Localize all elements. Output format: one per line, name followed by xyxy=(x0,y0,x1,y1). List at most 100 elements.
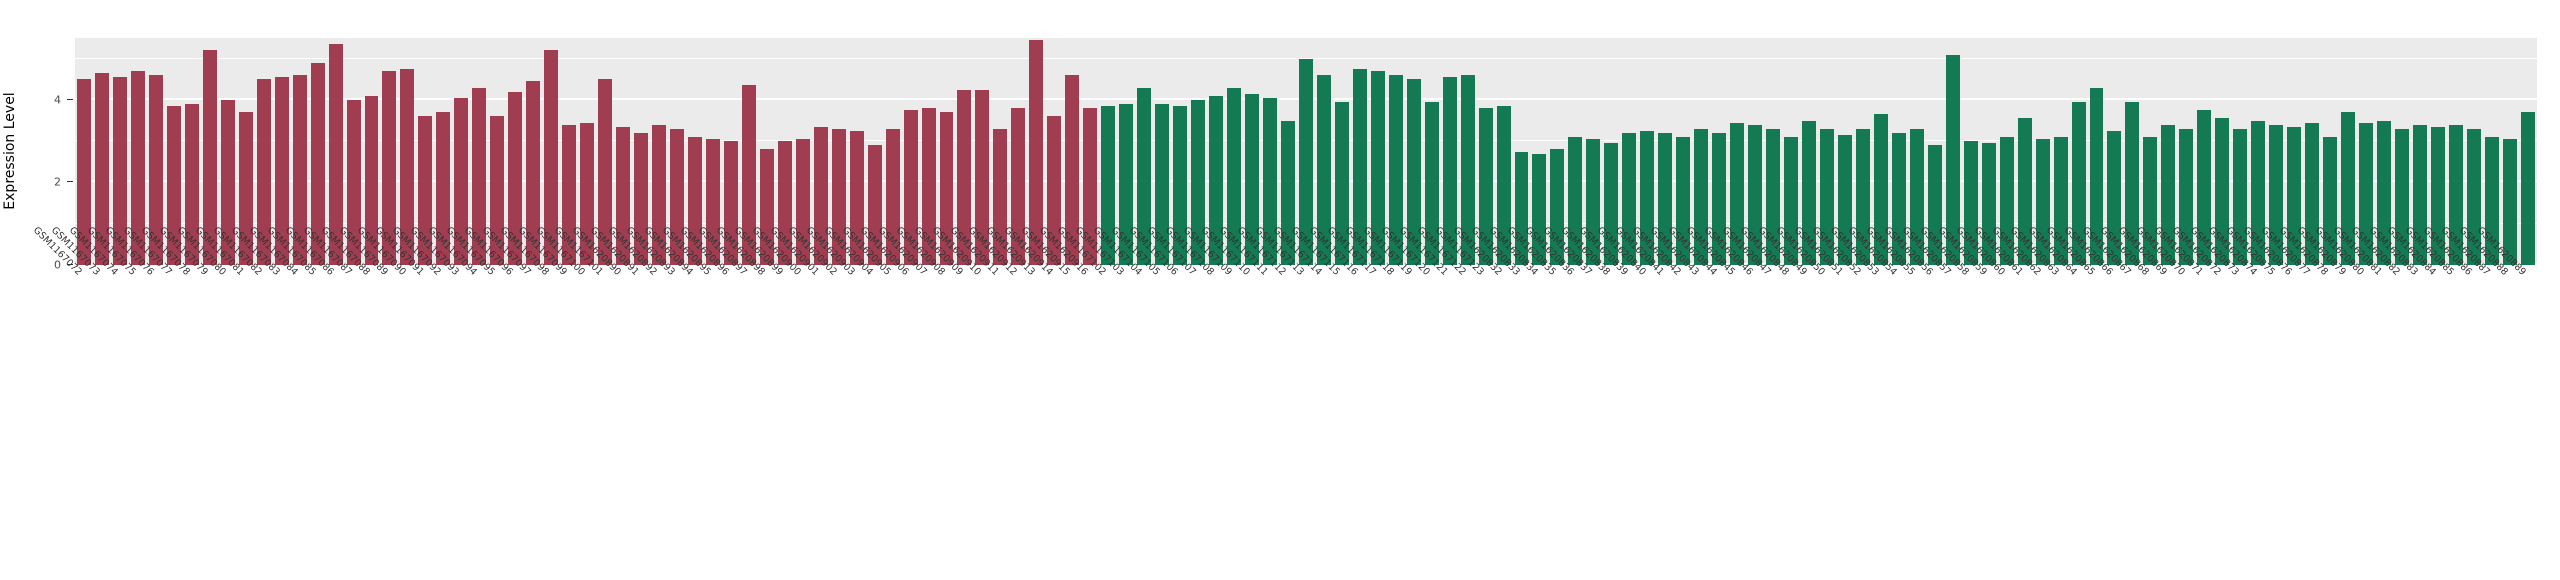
bar xyxy=(1137,87,1152,265)
bar-slot xyxy=(111,38,129,265)
bar-slot xyxy=(632,38,650,265)
bar xyxy=(1496,106,1511,265)
bar-slot xyxy=(1279,38,1297,265)
bar xyxy=(1262,97,1277,265)
bar xyxy=(1388,75,1403,265)
bar xyxy=(1514,151,1529,265)
bar-slot xyxy=(1872,38,1890,265)
bar xyxy=(939,112,954,265)
bar xyxy=(885,128,900,265)
bar xyxy=(759,149,774,265)
bar xyxy=(1406,79,1421,265)
bar xyxy=(418,116,433,265)
bar xyxy=(2251,120,2266,265)
bar xyxy=(328,44,343,265)
bar xyxy=(2035,139,2050,265)
bar-slot xyxy=(524,38,542,265)
bar-slot xyxy=(668,38,686,265)
bar xyxy=(1478,108,1493,265)
bar xyxy=(867,145,882,265)
bar xyxy=(2466,128,2481,265)
bar-slot xyxy=(1477,38,1495,265)
bar xyxy=(1622,132,1637,265)
bar xyxy=(957,89,972,265)
bar xyxy=(256,79,271,265)
bar xyxy=(436,112,451,265)
bar xyxy=(1334,101,1349,265)
y-tick-mark xyxy=(67,98,73,100)
bar-slot xyxy=(1836,38,1854,265)
bar-slot xyxy=(794,38,812,265)
bar xyxy=(364,95,379,265)
bar-slot xyxy=(1728,38,1746,265)
bar-slot xyxy=(2213,38,2231,265)
bar-slot xyxy=(488,38,506,265)
bar xyxy=(669,128,684,265)
bar-slot xyxy=(991,38,1009,265)
bar-slot xyxy=(920,38,938,265)
bar xyxy=(562,124,577,265)
bar xyxy=(1316,75,1331,265)
y-tick-label: 0 xyxy=(54,258,61,272)
bar xyxy=(2323,137,2338,265)
bar xyxy=(2448,124,2463,265)
bar xyxy=(2053,137,2068,265)
bar xyxy=(2107,130,2122,265)
bar-slot xyxy=(1638,38,1656,265)
y-axis: 0 2 4 xyxy=(0,38,75,272)
bar xyxy=(1011,108,1026,265)
bar-slot xyxy=(722,38,740,265)
bar xyxy=(454,97,469,265)
bar xyxy=(849,130,864,265)
bar-slot xyxy=(812,38,830,265)
bar xyxy=(975,89,990,265)
bar-slot xyxy=(848,38,866,265)
bar xyxy=(202,50,217,265)
bar xyxy=(634,132,648,265)
chart-panel xyxy=(75,38,2537,265)
bar-slot xyxy=(902,38,920,265)
bar xyxy=(1802,120,1816,265)
bar-slot xyxy=(1944,38,1962,265)
bar-slot xyxy=(273,38,291,265)
bar xyxy=(490,116,505,265)
bar-slot xyxy=(1027,38,1045,265)
bar xyxy=(1083,108,1098,265)
bar xyxy=(1227,87,1241,265)
bar-slot xyxy=(2465,38,2483,265)
bar-slot xyxy=(1315,38,1333,265)
bar-slot xyxy=(506,38,524,265)
bar-slot xyxy=(1548,38,1566,265)
bar xyxy=(616,126,631,265)
bar xyxy=(2215,118,2230,265)
bar xyxy=(1424,101,1439,265)
bar-slot xyxy=(1225,38,1243,265)
bar xyxy=(1873,114,1888,265)
bar-slot xyxy=(1009,38,1027,265)
bar xyxy=(238,112,253,265)
bar-slot xyxy=(1135,38,1153,265)
bar xyxy=(1730,122,1745,265)
bar-slot xyxy=(1710,38,1728,265)
bar-slot xyxy=(884,38,902,265)
bar xyxy=(2502,139,2517,265)
bar-slot xyxy=(2141,38,2159,265)
bar-slot xyxy=(75,38,93,265)
bar xyxy=(2412,124,2427,265)
bar xyxy=(652,124,666,265)
bar-slot xyxy=(2339,38,2357,265)
bar xyxy=(508,91,523,265)
bar xyxy=(1676,137,1691,265)
bar xyxy=(1352,68,1367,265)
bar xyxy=(993,128,1008,265)
bar-slot xyxy=(2088,38,2106,265)
bar-slot xyxy=(542,38,560,265)
bar xyxy=(1855,128,1870,265)
bar-slot xyxy=(578,38,596,265)
bar-slot xyxy=(614,38,632,265)
bar-slot xyxy=(2105,38,2123,265)
bar-slot xyxy=(1045,38,1063,265)
bar xyxy=(2017,118,2032,265)
bar-slot xyxy=(2177,38,2195,265)
bar-slot xyxy=(93,38,111,265)
